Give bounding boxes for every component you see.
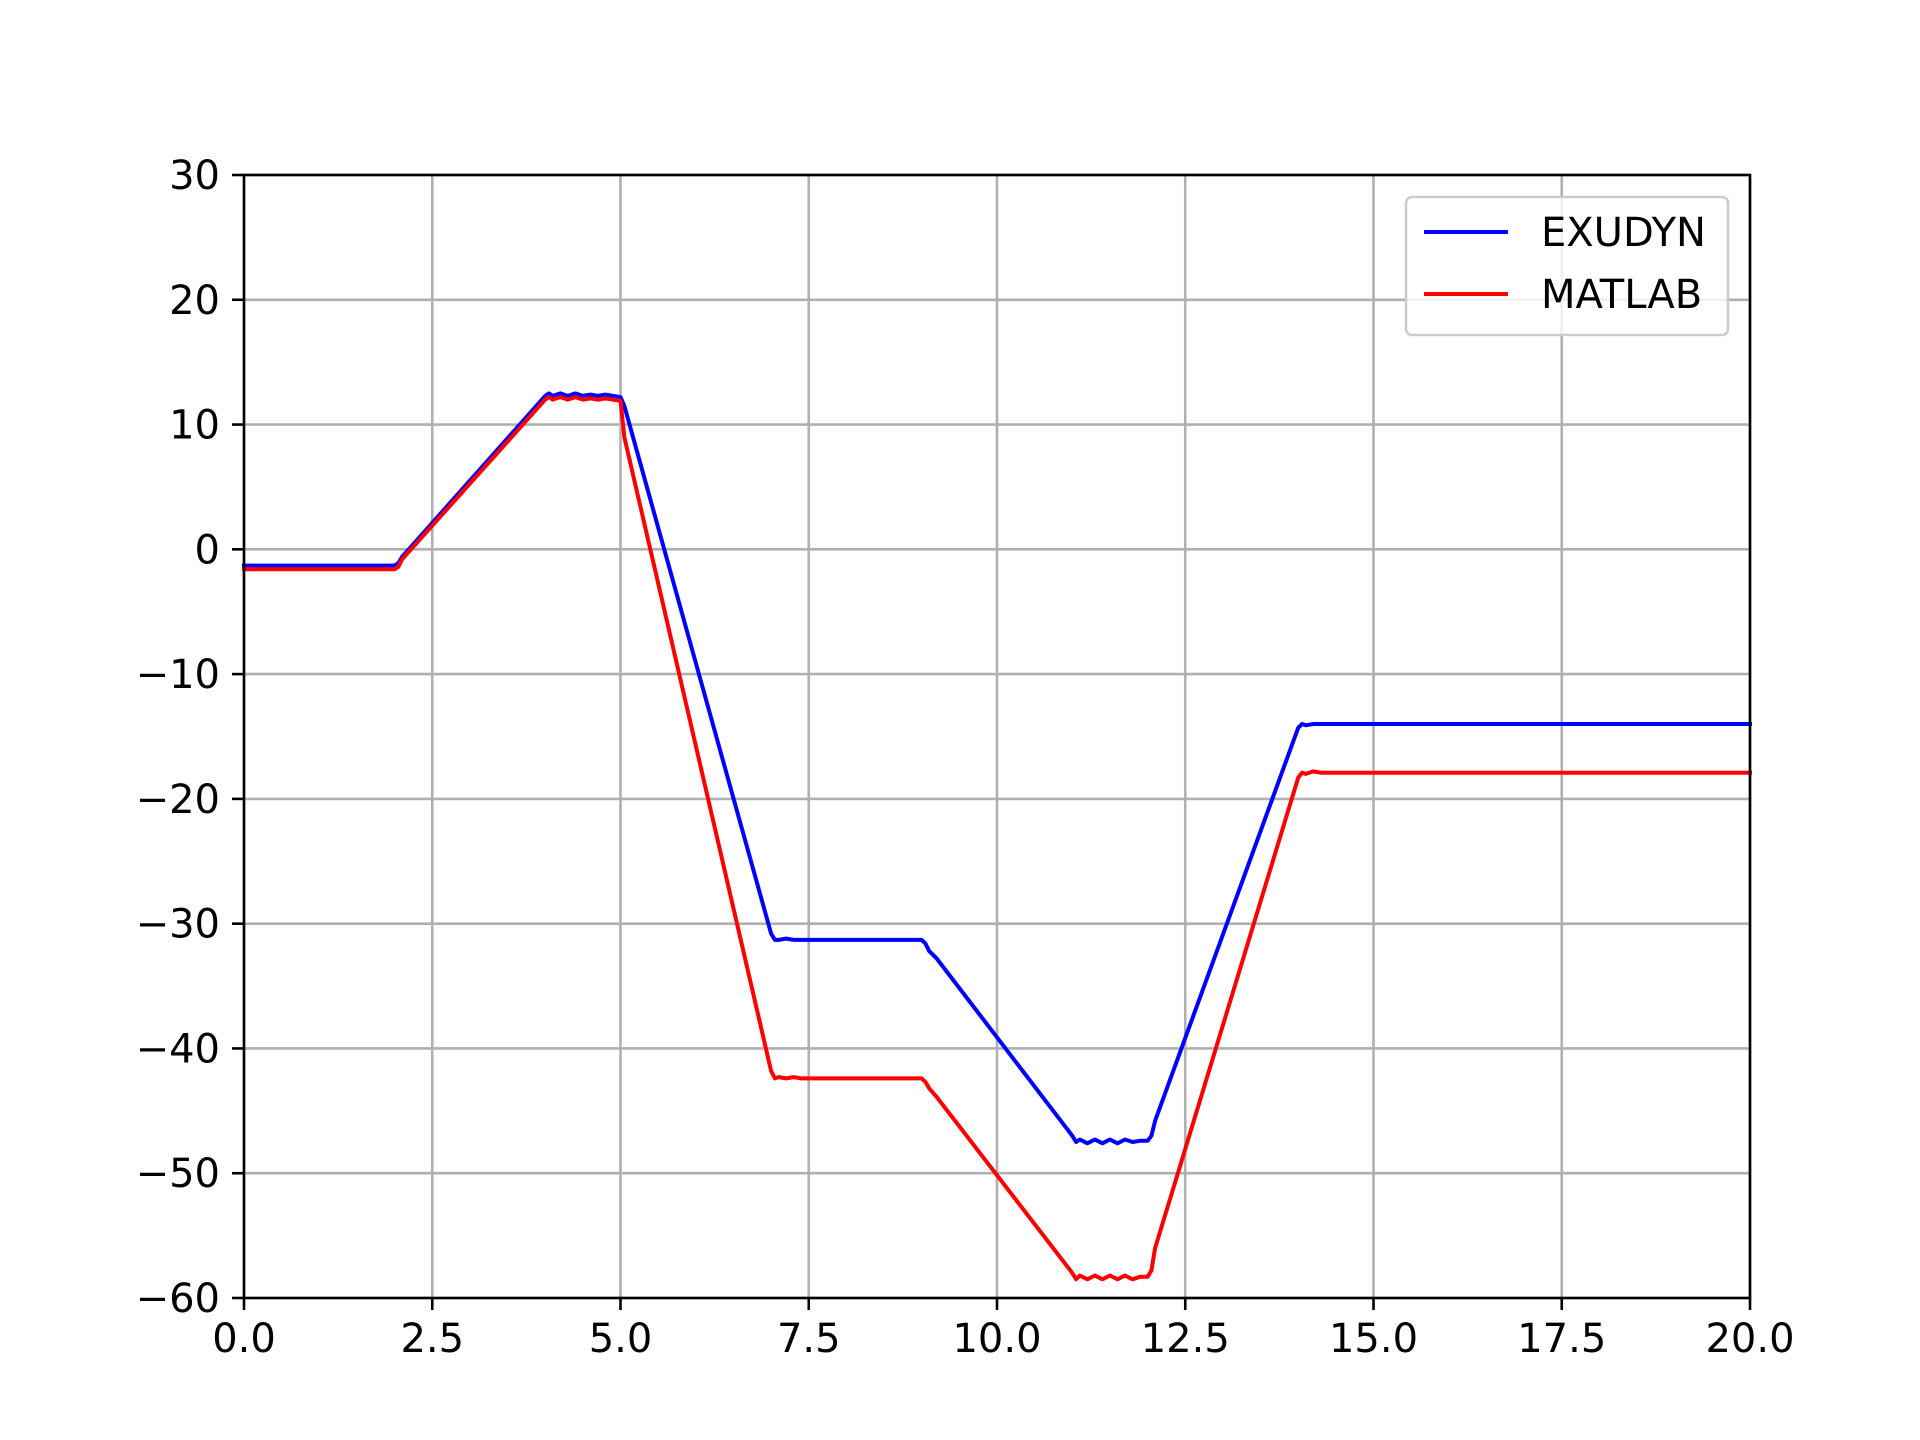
y-tick-label: 30 [169,153,220,199]
y-tick-label: −20 [136,777,220,823]
x-tick-label: 20.0 [1705,1316,1794,1362]
legend-label-matlab: MATLAB [1541,272,1702,318]
x-tick-label: 12.5 [1141,1316,1230,1362]
y-tick-label: 10 [169,403,220,449]
x-tick-label: 0.0 [212,1316,276,1362]
x-tick-label: 10.0 [952,1316,1041,1362]
x-tick-label: 17.5 [1517,1316,1606,1362]
y-tick-label: −40 [136,1026,220,1072]
y-tick-label: −60 [136,1276,220,1322]
y-tick-label: 0 [195,527,220,573]
y-tick-label: −30 [136,902,220,948]
x-tick-label: 5.0 [589,1316,653,1362]
x-tick-label: 2.5 [400,1316,464,1362]
y-tick-label: −50 [136,1151,220,1197]
x-tick-label: 7.5 [777,1316,841,1362]
y-tick-label: −10 [136,652,220,698]
x-tick-label: 15.0 [1329,1316,1418,1362]
legend: EXUDYN MATLAB [1406,197,1728,335]
legend-label-exudyn: EXUDYN [1541,210,1706,256]
y-tick-label: 20 [169,278,220,324]
